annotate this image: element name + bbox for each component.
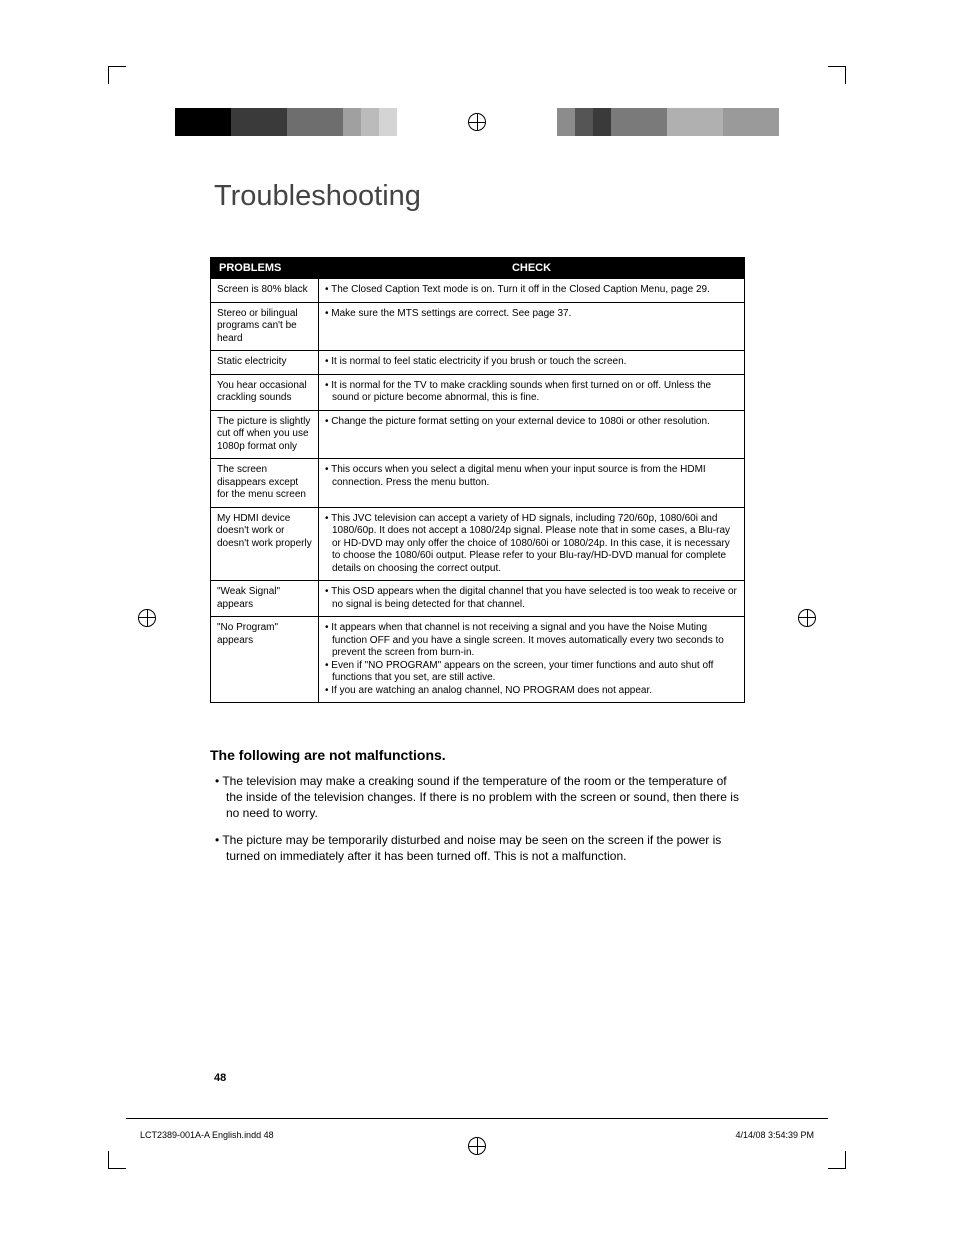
page-number: 48 [214, 1072, 226, 1084]
crop-mark [108, 66, 126, 84]
not-malfunctions-heading: The following are not malfunctions. [210, 747, 745, 763]
problem-cell: Screen is 80% black [211, 279, 319, 303]
problem-cell: My HDMI device doesn't work or doesn't w… [211, 507, 319, 581]
table-row: You hear occasional crackling sounds• It… [211, 374, 745, 410]
color-swatch [361, 108, 379, 136]
page-title: Troubleshooting [214, 180, 745, 213]
check-line: • If you are watching an analog channel,… [325, 685, 738, 698]
col-header-problems: PROBLEMS [211, 258, 319, 279]
check-cell: • This occurs when you select a digital … [319, 459, 745, 508]
table-row: The screen disappears except for the men… [211, 459, 745, 508]
page-content: Troubleshooting PROBLEMS CHECK Screen is… [210, 180, 745, 874]
check-line: • The Closed Caption Text mode is on. Tu… [325, 284, 738, 297]
color-swatch [343, 108, 361, 136]
color-swatch [231, 108, 287, 136]
check-cell: • The Closed Caption Text mode is on. Tu… [319, 279, 745, 303]
table-row: My HDMI device doesn't work or doesn't w… [211, 507, 745, 581]
check-line: • It is normal for the TV to make crackl… [325, 380, 738, 405]
check-cell: • It is normal for the TV to make crackl… [319, 374, 745, 410]
color-swatch [667, 108, 723, 136]
registration-mark-icon [138, 609, 156, 627]
color-swatch [557, 108, 575, 136]
list-item: The picture may be temporarily disturbed… [210, 832, 745, 864]
table-row: "No Program" appears• It appears when th… [211, 617, 745, 703]
check-line: • Even if "NO PROGRAM" appears on the sc… [325, 660, 738, 685]
color-swatch [539, 108, 557, 136]
table-row: Static electricity • It is normal to feel… [211, 351, 745, 375]
problem-cell: Static electricity [211, 351, 319, 375]
problem-cell: "Weak Signal" appears [211, 581, 319, 617]
crop-mark [828, 1151, 846, 1169]
check-cell: • This OSD appears when the digital chan… [319, 581, 745, 617]
problem-cell: Stereo or bilingual programs can't be he… [211, 302, 319, 351]
check-line: • This occurs when you select a digital … [325, 464, 738, 489]
check-line: • It appears when that channel is not re… [325, 622, 738, 660]
color-swatch [287, 108, 343, 136]
problem-cell: The screen disappears except for the men… [211, 459, 319, 508]
check-line: • This JVC television can accept a varie… [325, 513, 738, 576]
not-malfunctions-list: The television may make a creaking sound… [210, 773, 745, 864]
check-cell: • It appears when that channel is not re… [319, 617, 745, 703]
table-row: The picture is slightly cut off when you… [211, 410, 745, 459]
col-header-check: CHECK [319, 258, 745, 279]
check-line: • Make sure the MTS settings are correct… [325, 308, 738, 321]
crop-mark [108, 1151, 126, 1169]
color-bar-left [175, 108, 415, 136]
check-cell: • It is normal to feel static electricit… [319, 351, 745, 375]
check-line: • It is normal to feel static electricit… [325, 356, 738, 369]
color-swatch [397, 108, 415, 136]
crop-mark [828, 66, 846, 84]
troubleshooting-table: PROBLEMS CHECK Screen is 80% black • The … [210, 257, 745, 703]
problem-cell: The picture is slightly cut off when you… [211, 410, 319, 459]
check-cell: • Change the picture format setting on y… [319, 410, 745, 459]
table-row: Stereo or bilingual programs can't be he… [211, 302, 745, 351]
check-line: • This OSD appears when the digital chan… [325, 586, 738, 611]
check-cell: • This JVC television can accept a varie… [319, 507, 745, 581]
footer-file: LCT2389-001A-A English.indd 48 [140, 1130, 274, 1140]
footer-rule [126, 1118, 828, 1119]
table-row: "Weak Signal" appears• This OSD appears … [211, 581, 745, 617]
color-swatch [611, 108, 667, 136]
footer-timestamp: 4/14/08 3:54:39 PM [735, 1130, 814, 1140]
color-swatch [593, 108, 611, 136]
table-row: Screen is 80% black • The Closed Caption … [211, 279, 745, 303]
color-swatch [575, 108, 593, 136]
registration-mark-icon [798, 609, 816, 627]
check-cell: • Make sure the MTS settings are correct… [319, 302, 745, 351]
color-bar-right [539, 108, 779, 136]
registration-mark-icon [468, 113, 486, 131]
problem-cell: You hear occasional crackling sounds [211, 374, 319, 410]
color-swatch [175, 108, 231, 136]
list-item: The television may make a creaking sound… [210, 773, 745, 822]
print-footer: LCT2389-001A-A English.indd 48 4/14/08 3… [140, 1130, 814, 1140]
color-swatch [379, 108, 397, 136]
problem-cell: "No Program" appears [211, 617, 319, 703]
color-swatch [723, 108, 779, 136]
check-line: • Change the picture format setting on y… [325, 416, 738, 429]
